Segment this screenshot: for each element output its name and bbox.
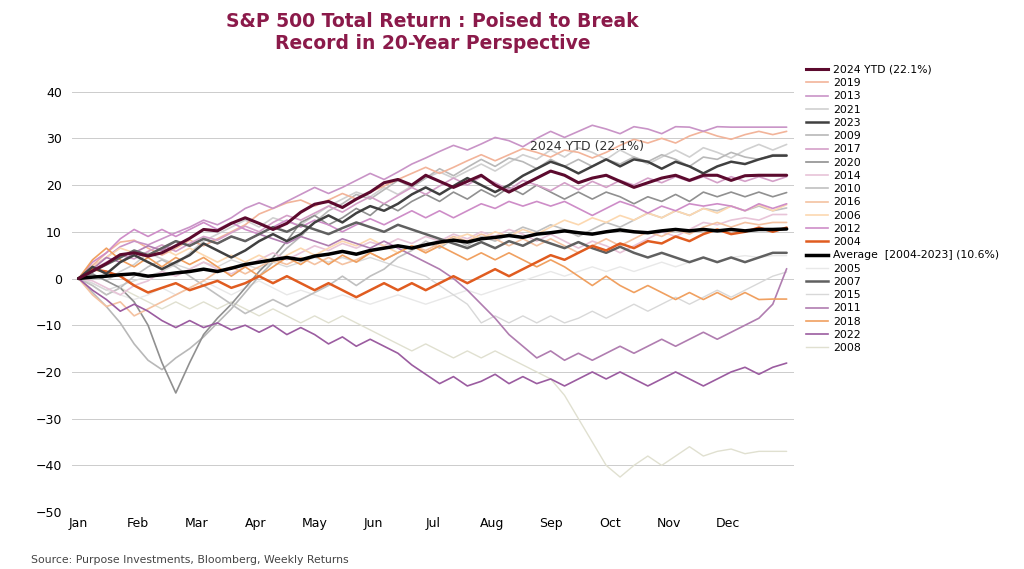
Title: S&P 500 Total Return : Poised to Break
Record in 20-Year Perspective: S&P 500 Total Return : Poised to Break R… [226, 12, 639, 53]
Legend: 2024 YTD (22.1%), 2019, 2013, 2021, 2023, 2009, 2017, 2020, 2014, 2010, 2016, 20: 2024 YTD (22.1%), 2019, 2013, 2021, 2023… [806, 65, 999, 353]
Text: 2024 YTD (22.1%): 2024 YTD (22.1%) [529, 140, 644, 153]
Text: Source: Purpose Investments, Bloomberg, Weekly Returns: Source: Purpose Investments, Bloomberg, … [31, 555, 348, 566]
